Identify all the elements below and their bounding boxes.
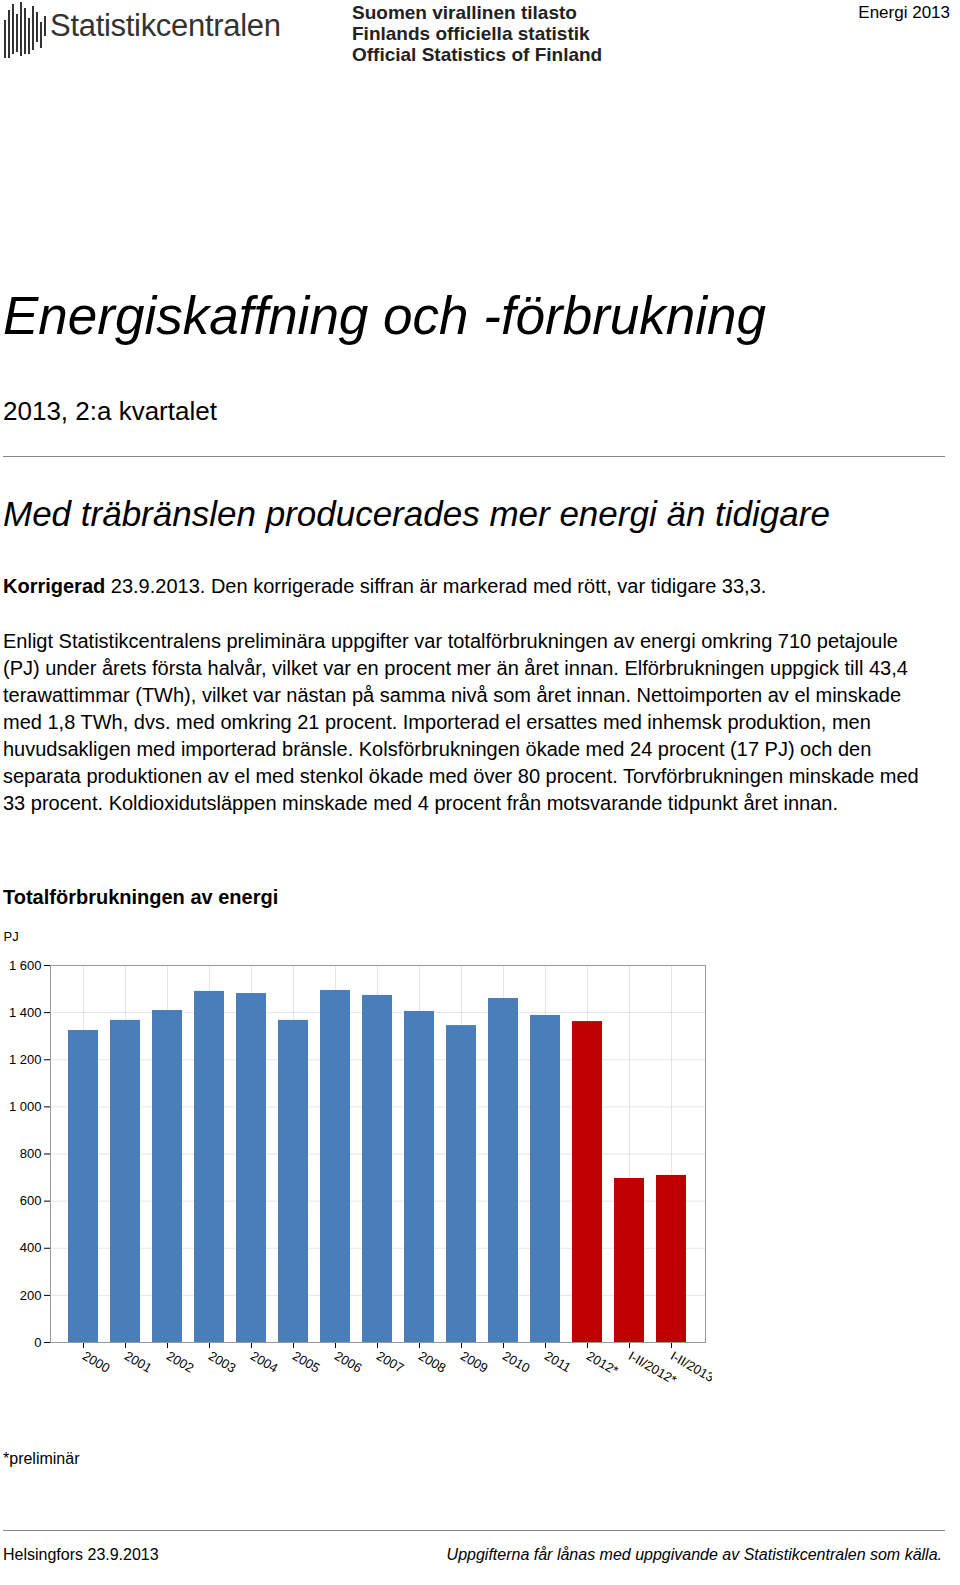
svg-text:200: 200: [20, 1288, 42, 1303]
html-text:*preliminär: *preliminär: [3, 1450, 80, 1467]
svg-text:2005: 2005: [290, 1348, 323, 1375]
svg-text:800: 800: [20, 1146, 42, 1161]
svg-text:1 000: 1 000: [9, 1099, 42, 1114]
svg-text:PJ: PJ: [4, 929, 19, 944]
svg-text:1 400: 1 400: [9, 1005, 42, 1020]
svg-text:2011: 2011: [542, 1348, 574, 1375]
svg-text:2000: 2000: [80, 1348, 113, 1375]
html-text:Finlands officiella statistik: Finlands officiella statistik: [352, 23, 590, 44]
svg-text:2012*: 2012*: [584, 1348, 621, 1378]
svg-text:1 200: 1 200: [9, 1052, 42, 1067]
html-text:Med träbränslen producerades m: Med träbränslen producerades mer energi …: [3, 494, 830, 533]
svg-text:2006: 2006: [332, 1348, 365, 1375]
svg-text:600: 600: [20, 1193, 42, 1208]
svg-text:2007: 2007: [374, 1348, 407, 1375]
svg-text:I-II/2013*: I-II/2013*: [668, 1348, 712, 1387]
svg-text:1 600: 1 600: [9, 958, 42, 973]
html-text:Korrigerad 23.9.2013. Den korr: Korrigerad 23.9.2013. Den korrigerade si…: [3, 575, 767, 597]
html-text:Suomen virallinen tilasto: Suomen virallinen tilasto: [352, 2, 577, 23]
svg-text:2002: 2002: [164, 1348, 197, 1375]
html-text:Uppgifterna får lånas med uppg: Uppgifterna får lånas med uppgivande av …: [446, 1546, 942, 1563]
html-text:Enligt Statistikcentralens pre: Enligt Statistikcentralens preliminära u…: [3, 630, 919, 814]
svg-text:2001: 2001: [122, 1348, 155, 1375]
svg-text:0: 0: [34, 1335, 41, 1350]
html-text:Statistikcentralen: Statistikcentralen: [50, 8, 281, 43]
svg-text:I-II/2012*: I-II/2012*: [625, 1348, 680, 1388]
svg-text:2009: 2009: [458, 1348, 491, 1375]
svg-text:2003: 2003: [206, 1348, 239, 1375]
svg-text:2004: 2004: [248, 1348, 281, 1375]
svg-text:2008: 2008: [416, 1348, 449, 1375]
html-text:2013, 2:a kvartalet: 2013, 2:a kvartalet: [3, 396, 217, 426]
svg-text:400: 400: [20, 1240, 42, 1255]
html-text:Energiskaffning och -förbrukni: Energiskaffning och -förbrukning: [3, 286, 766, 345]
html-text:Totalförbrukningen av energi: Totalförbrukningen av energi: [3, 886, 279, 908]
html-text:Official Statistics of Finland: Official Statistics of Finland: [352, 44, 603, 65]
html-text:Energi 2013: Energi 2013: [858, 3, 950, 22]
svg-text:2010: 2010: [500, 1348, 533, 1375]
html-text:Helsingfors 23.9.2013: Helsingfors 23.9.2013: [3, 1546, 159, 1563]
